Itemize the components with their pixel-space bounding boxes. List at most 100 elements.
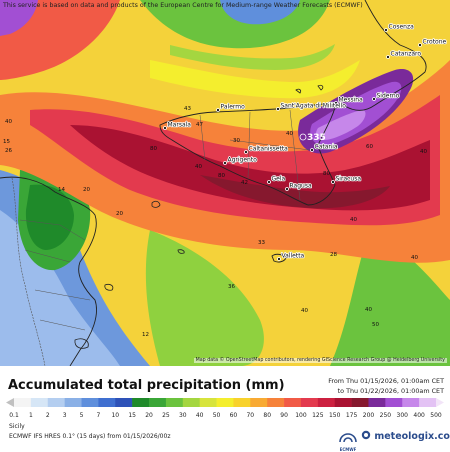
city-label: Sant'Agata di Militello [281, 103, 347, 110]
period-to: to Thu 01/22/2026, 01:00am CET [337, 387, 444, 395]
precip-value-label: 47 [196, 122, 203, 128]
precip-value-label: 43 [184, 106, 191, 112]
city-marker [384, 28, 388, 32]
city-label: Palermo [221, 104, 246, 111]
region-name: Sicily [9, 423, 25, 430]
brand-globe-icon [361, 430, 371, 440]
precip-value-label: 80 [323, 171, 330, 177]
city-marker [277, 257, 281, 261]
precip-value-label: 40 [5, 119, 12, 125]
precip-value-label: 26 [5, 148, 12, 154]
city-marker [418, 43, 422, 47]
legend-tick-label: 2 [46, 412, 50, 419]
city-marker [310, 148, 314, 152]
precip-value-label: 33 [258, 240, 265, 246]
precipitation-map[interactable]: 40 15 26 14 20 20 43 47 80 40 80 42 80 40 33 40 50 28 40 36… [0, 0, 450, 366]
city-marker [223, 161, 227, 165]
city-marker [163, 126, 167, 130]
legend-swatch [14, 398, 32, 407]
legend-tick-label: 40 [196, 412, 204, 419]
precip-value-label: 40 [195, 164, 202, 170]
brand-link[interactable]: meteologix.com [361, 430, 450, 442]
legend-swatch [317, 398, 336, 407]
legend-swatch [149, 398, 167, 407]
legend-tick-label: 200 [363, 412, 375, 419]
forecast-period: From Thu 01/15/2026, 01:00am CET to Thu … [328, 376, 444, 396]
border-tunisia-algeria [11, 177, 46, 366]
precipitation-legend: 0.1 1 2 3 5 7 10 15 20 25 30 40 50 60 70 80 90 100 125 150 1… [4, 396, 446, 424]
legend-arrow-right [436, 398, 444, 407]
legend-swatch [81, 398, 99, 407]
legend-tick-label: 70 [246, 412, 254, 419]
legend-tick-label: 25 [162, 412, 170, 419]
sicily-province-lines [199, 109, 311, 201]
precip-zone-blue-north [220, 0, 300, 25]
precip-value-label: 60 [366, 144, 373, 150]
city-label: Catania [315, 144, 338, 151]
city-label: Crotone [423, 39, 447, 46]
legend-tick-label: 7 [96, 412, 100, 419]
legend-swatch [267, 398, 285, 407]
city-marker [276, 107, 280, 111]
legend-swatch [132, 398, 150, 407]
legend-swatch [165, 398, 184, 407]
coastline-pantelleria [151, 200, 161, 208]
coastline-islands-north [295, 84, 324, 94]
data-source-notice: This service is based on data and produc… [3, 2, 363, 9]
legend-swatch [334, 398, 352, 407]
legend-tick-label: 175 [346, 412, 358, 419]
legend-swatch [419, 398, 437, 407]
city-marker [372, 97, 376, 101]
city-label: Messina [339, 97, 364, 104]
brand-name: meteologix.com [374, 431, 450, 442]
map-attribution: Map data © OpenStreetMap contributors, r… [193, 358, 447, 363]
legend-swatch [300, 398, 319, 407]
precip-zone-green-southeast [330, 230, 450, 366]
legend-tick-label: 10 [111, 412, 119, 419]
coastline-djerba [74, 338, 89, 349]
precip-value-label: 40 [365, 307, 372, 313]
legend-tick-label: 400 [413, 412, 425, 419]
legend-tick-label: 250 [380, 412, 392, 419]
city-label: Valletta [282, 253, 305, 260]
precip-value-label: 42 [241, 180, 248, 186]
precip-zone-maroon [200, 175, 390, 209]
region-borders-tunisia [19, 219, 91, 331]
legend-swatch [98, 398, 116, 407]
legend-swatch [368, 398, 386, 407]
precip-value-label: 80 [218, 173, 225, 179]
precip-value-label: 40 [301, 308, 308, 314]
precip-value-label: 12 [142, 332, 149, 338]
legend-tick-label: 150 [329, 412, 341, 419]
precip-zone-pink-northwest [0, 0, 120, 80]
precip-value-label: 40 [286, 131, 293, 137]
precip-value-label: 80 [150, 146, 157, 152]
city-marker [386, 55, 390, 59]
legend-swatch [385, 398, 403, 407]
city-label: Siracusa [336, 176, 362, 183]
city-label: Ragusa [290, 183, 312, 190]
city-label: Agrigento [228, 157, 258, 164]
precip-value-label: 40 [350, 217, 357, 223]
legend-swatch [47, 398, 65, 407]
legend-tick-label: 1 [29, 412, 33, 419]
coastline-sicily [159, 102, 337, 206]
city-marker [267, 180, 271, 184]
legend-tick-label: 125 [312, 412, 324, 419]
coastline-calabria [344, 0, 427, 111]
legend-swatch [64, 398, 82, 407]
ecmwf-logo-icon [339, 433, 357, 443]
legend-swatch [216, 398, 234, 407]
legend-swatch [233, 398, 251, 407]
city-label: Caltanissetta [249, 146, 289, 153]
legend-tick-label: 5 [80, 412, 84, 419]
precip-value-label: 20 [83, 187, 90, 193]
precip-value-label: 36 [228, 284, 235, 290]
precip-value-label: 40 [420, 149, 427, 155]
legend-swatch [182, 398, 200, 407]
legend-tick-label: 3 [63, 412, 67, 419]
legend-tick-label: 15 [128, 412, 136, 419]
precip-zone-lilac-max [316, 110, 366, 140]
legend-swatch [284, 398, 302, 407]
